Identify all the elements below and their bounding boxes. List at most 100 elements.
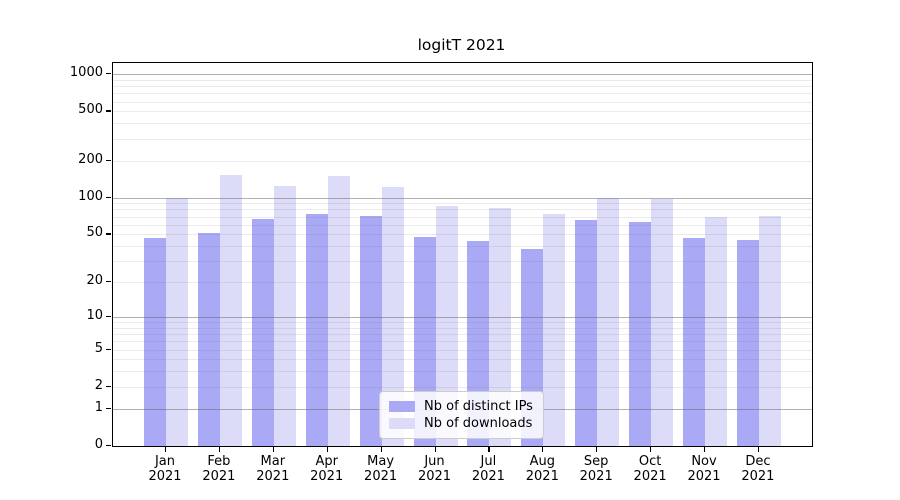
x-tick-mark (272, 447, 274, 452)
minor-gridline (113, 101, 812, 103)
bar-distinct-ips-apr (305, 213, 328, 446)
bar-downloads-jul (489, 207, 512, 446)
y-tick-label: 200 (78, 151, 103, 167)
x-tick-label: Jun 2021 (417, 454, 452, 484)
bar-distinct-ips-jan (144, 237, 166, 446)
x-tick-mark (704, 447, 706, 452)
x-tick-mark (326, 447, 328, 452)
legend: Nb of distinct IPs Nb of downloads (379, 391, 544, 439)
minor-gridline (113, 261, 812, 263)
bar-downloads-oct (651, 199, 674, 446)
minor-gridline (113, 359, 812, 361)
y-tick-label: 20 (86, 273, 103, 289)
bar-distinct-ips-dec (736, 239, 759, 446)
y-tick-mark (106, 159, 111, 161)
major-gridline (113, 316, 812, 318)
x-tick-label: Jan 2021 (148, 454, 182, 484)
x-tick-mark (596, 447, 598, 452)
bar-downloads-dec (758, 215, 781, 446)
x-tick-mark (757, 447, 760, 452)
legend-label-distinct-ips: Nb of distinct IPs (424, 399, 533, 414)
minor-gridline (113, 322, 812, 324)
y-tick-label: 1 (94, 399, 103, 415)
bar-downloads-jun (435, 205, 458, 446)
minor-gridline (113, 216, 812, 218)
major-gridline (113, 197, 812, 199)
y-tick-mark (106, 445, 111, 447)
chart-title: logitT 2021 (417, 36, 506, 54)
x-tick-mark (165, 447, 167, 452)
x-tick-label: Aug 2021 (525, 454, 559, 484)
legend-item-downloads: Nb of downloads (389, 415, 533, 432)
y-tick-mark (106, 73, 111, 75)
major-gridline (113, 234, 812, 236)
y-tick-label: 2 (94, 377, 103, 393)
x-tick-label: Mar 2021 (256, 454, 290, 484)
bar-downloads-nov (705, 216, 727, 446)
legend-swatch-downloads (389, 418, 415, 429)
minor-gridline (113, 86, 812, 88)
minor-gridline (113, 138, 812, 140)
x-tick-label: Feb 2021 (202, 454, 236, 484)
y-tick-mark (106, 315, 111, 318)
plot-area: Nb of distinct IPs Nb of downloads (112, 62, 813, 447)
major-gridline (113, 74, 812, 76)
bar-distinct-ips-may (359, 215, 382, 446)
x-tick-mark (542, 447, 544, 452)
y-tick-label: 5 (94, 340, 103, 356)
y-tick-label: 100 (78, 188, 103, 204)
bar-distinct-ips-feb (197, 233, 220, 446)
minor-gridline (113, 327, 812, 329)
legend-item-distinct-ips: Nb of distinct IPs (389, 398, 533, 415)
minor-gridline (113, 209, 812, 211)
minor-gridline (113, 93, 812, 95)
minor-gridline (113, 79, 812, 81)
x-tick-label: Nov 2021 (687, 454, 721, 484)
y-tick-label: 10 (86, 307, 103, 323)
major-gridline (113, 282, 812, 284)
y-tick-mark (106, 407, 111, 409)
minor-gridline (113, 224, 812, 226)
y-tick-mark (106, 348, 111, 350)
bar-downloads-aug (543, 213, 566, 446)
minor-gridline (113, 203, 812, 205)
bar-downloads-sep (597, 197, 620, 446)
y-tick-mark (106, 196, 111, 198)
y-tick-label: 1000 (69, 65, 103, 81)
major-gridline (113, 111, 812, 113)
bar-downloads-apr (327, 175, 350, 446)
y-tick-mark (106, 110, 111, 112)
x-tick-label: Jul 2021 (471, 454, 505, 484)
bar-distinct-ips-oct (629, 222, 652, 446)
y-tick-label: 50 (86, 225, 103, 241)
bar-distinct-ips-nov (683, 237, 705, 446)
minor-gridline (113, 123, 812, 125)
x-tick-mark (488, 447, 490, 452)
y-tick-label: 0 (94, 437, 103, 452)
bar-distinct-ips-sep (575, 219, 598, 446)
minor-gridline (113, 341, 812, 343)
minor-gridline (113, 334, 812, 336)
minor-gridline (113, 246, 812, 248)
x-tick-mark (650, 447, 652, 452)
bar-downloads-jan (166, 197, 188, 446)
y-tick-label: 500 (78, 102, 103, 118)
legend-label-downloads: Nb of downloads (424, 416, 533, 431)
bar-downloads-feb (219, 174, 242, 446)
legend-swatch-distinct-ips (389, 401, 415, 412)
x-tick-label: Dec 2021 (741, 454, 775, 484)
y-tick-mark (106, 281, 111, 283)
x-tick-label: Sep 2021 (579, 454, 613, 484)
bar-downloads-may (381, 187, 404, 446)
x-tick-mark (218, 447, 221, 452)
y-tick-mark (106, 233, 111, 235)
x-tick-mark (380, 447, 382, 452)
major-gridline (113, 160, 812, 162)
y-tick-mark (106, 385, 111, 388)
bar-distinct-ips-mar (251, 218, 274, 446)
x-tick-label: May 2021 (364, 454, 398, 484)
bar-downloads-mar (273, 186, 296, 446)
x-tick-label: Apr 2021 (310, 454, 344, 484)
x-tick-mark (434, 447, 436, 452)
major-gridline (113, 349, 812, 351)
